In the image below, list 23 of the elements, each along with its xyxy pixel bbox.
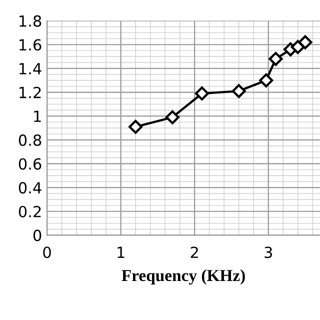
y-tick-label: 0.6 [18,158,42,170]
point [232,84,246,98]
point [194,86,209,100]
x-tick-label: 3 [264,246,272,258]
y-tick-label: 1.8 [20,15,42,27]
y-tick-label: 0.2 [18,206,41,218]
point [298,35,312,50]
x-tick-label: 0 [43,246,51,258]
point [290,40,305,54]
y-tick-label: 0 [33,230,42,242]
y-tick-label: 0.8 [18,134,42,146]
point [128,120,143,134]
point [268,52,283,66]
point [165,110,180,124]
y-tick-label: 1.4 [20,63,42,74]
x-tick-label: 2 [190,246,198,258]
y-tick-label: 1.2 [20,86,41,98]
y-tick-label: 0.4 [18,182,42,194]
y-tick-label: 1.6 [20,39,42,51]
y-tick-label: 1 [34,110,41,122]
point [259,73,274,88]
x-tick-label: 1 [118,246,124,258]
x-axis-title: Frequency (KHz) [122,269,245,285]
